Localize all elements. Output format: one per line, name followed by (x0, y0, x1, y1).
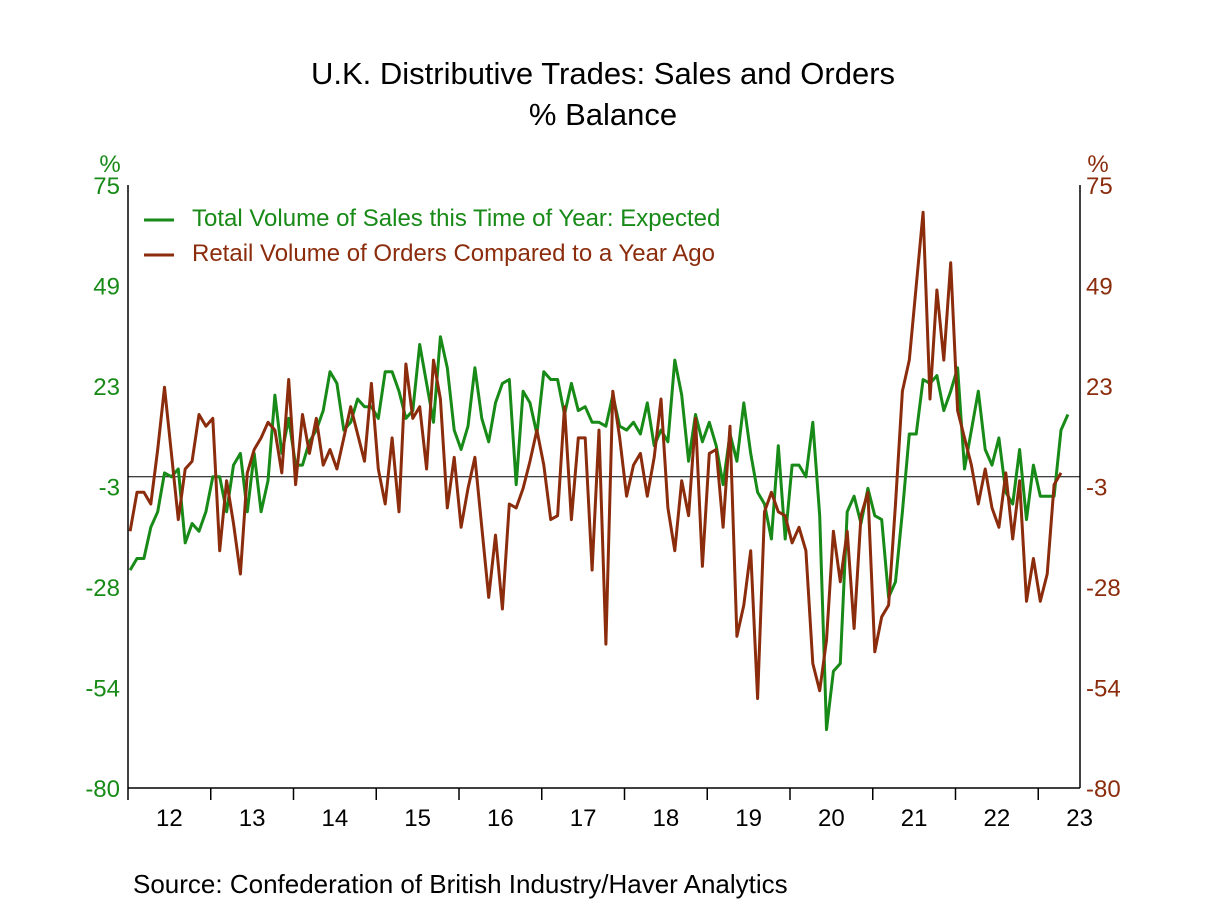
x-axis: 12 13 14 15 16 17 18 19 20 21 22 23 (127, 788, 1093, 832)
right-y-tick-label: 75 (1086, 173, 1113, 200)
series-line-sales-expected (128, 335, 1070, 732)
series-points-1 (129, 212, 1062, 699)
left-y-tick-label: -3 (99, 475, 120, 502)
left-y-axis-labels: 75 49 23 -3 -28 -54 -80 (85, 173, 120, 803)
x-tick-label: 15 (404, 805, 431, 832)
right-axis-unit: % (1087, 151, 1108, 178)
series-line-retail-orders (128, 210, 1063, 700)
x-tick-label: 19 (735, 805, 762, 832)
x-tick-label: 14 (322, 805, 349, 832)
right-y-tick-label: -3 (1086, 475, 1107, 502)
right-y-tick-label: 23 (1086, 374, 1113, 401)
right-y-tick-label: -80 (1086, 776, 1121, 803)
legend-label-orders: Retail Volume of Orders Compared to a Ye… (192, 240, 715, 267)
left-y-tick-label: 23 (93, 374, 120, 401)
x-tick-label: 17 (570, 805, 597, 832)
x-tick-label: 21 (901, 805, 928, 832)
chart-title: U.K. Distributive Trades: Sales and Orde… (311, 56, 895, 91)
right-y-tick-label: -54 (1086, 676, 1121, 703)
x-tick-label: 20 (818, 805, 845, 832)
source-note: Source: Confederation of British Industr… (133, 869, 788, 899)
x-tick-label: 12 (156, 805, 183, 832)
legend: Total Volume of Sales this Time of Year:… (144, 205, 720, 267)
legend-label-sales: Total Volume of Sales this Time of Year:… (192, 205, 720, 232)
right-y-axis-labels: 75 49 23 -3 -28 -54 -80 (1086, 173, 1121, 803)
left-axis-unit: % (99, 151, 120, 178)
x-tick-label: 13 (239, 805, 266, 832)
x-tick-label: 22 (984, 805, 1011, 832)
left-y-tick-label: 49 (93, 274, 120, 301)
series-layer (128, 210, 1070, 732)
left-y-tick-label: -80 (85, 776, 120, 803)
right-y-tick-label: 49 (1086, 274, 1113, 301)
right-y-tick-label: -28 (1086, 575, 1121, 602)
x-tick-label: 18 (653, 805, 680, 832)
left-y-tick-label: -54 (85, 676, 120, 703)
left-y-tick-label: -28 (85, 575, 120, 602)
chart-subtitle: % Balance (529, 97, 677, 132)
series-points-0 (129, 336, 1069, 730)
x-tick-label: 16 (487, 805, 514, 832)
x-tick-label: 23 (1066, 805, 1093, 832)
left-y-tick-label: 75 (93, 173, 120, 200)
